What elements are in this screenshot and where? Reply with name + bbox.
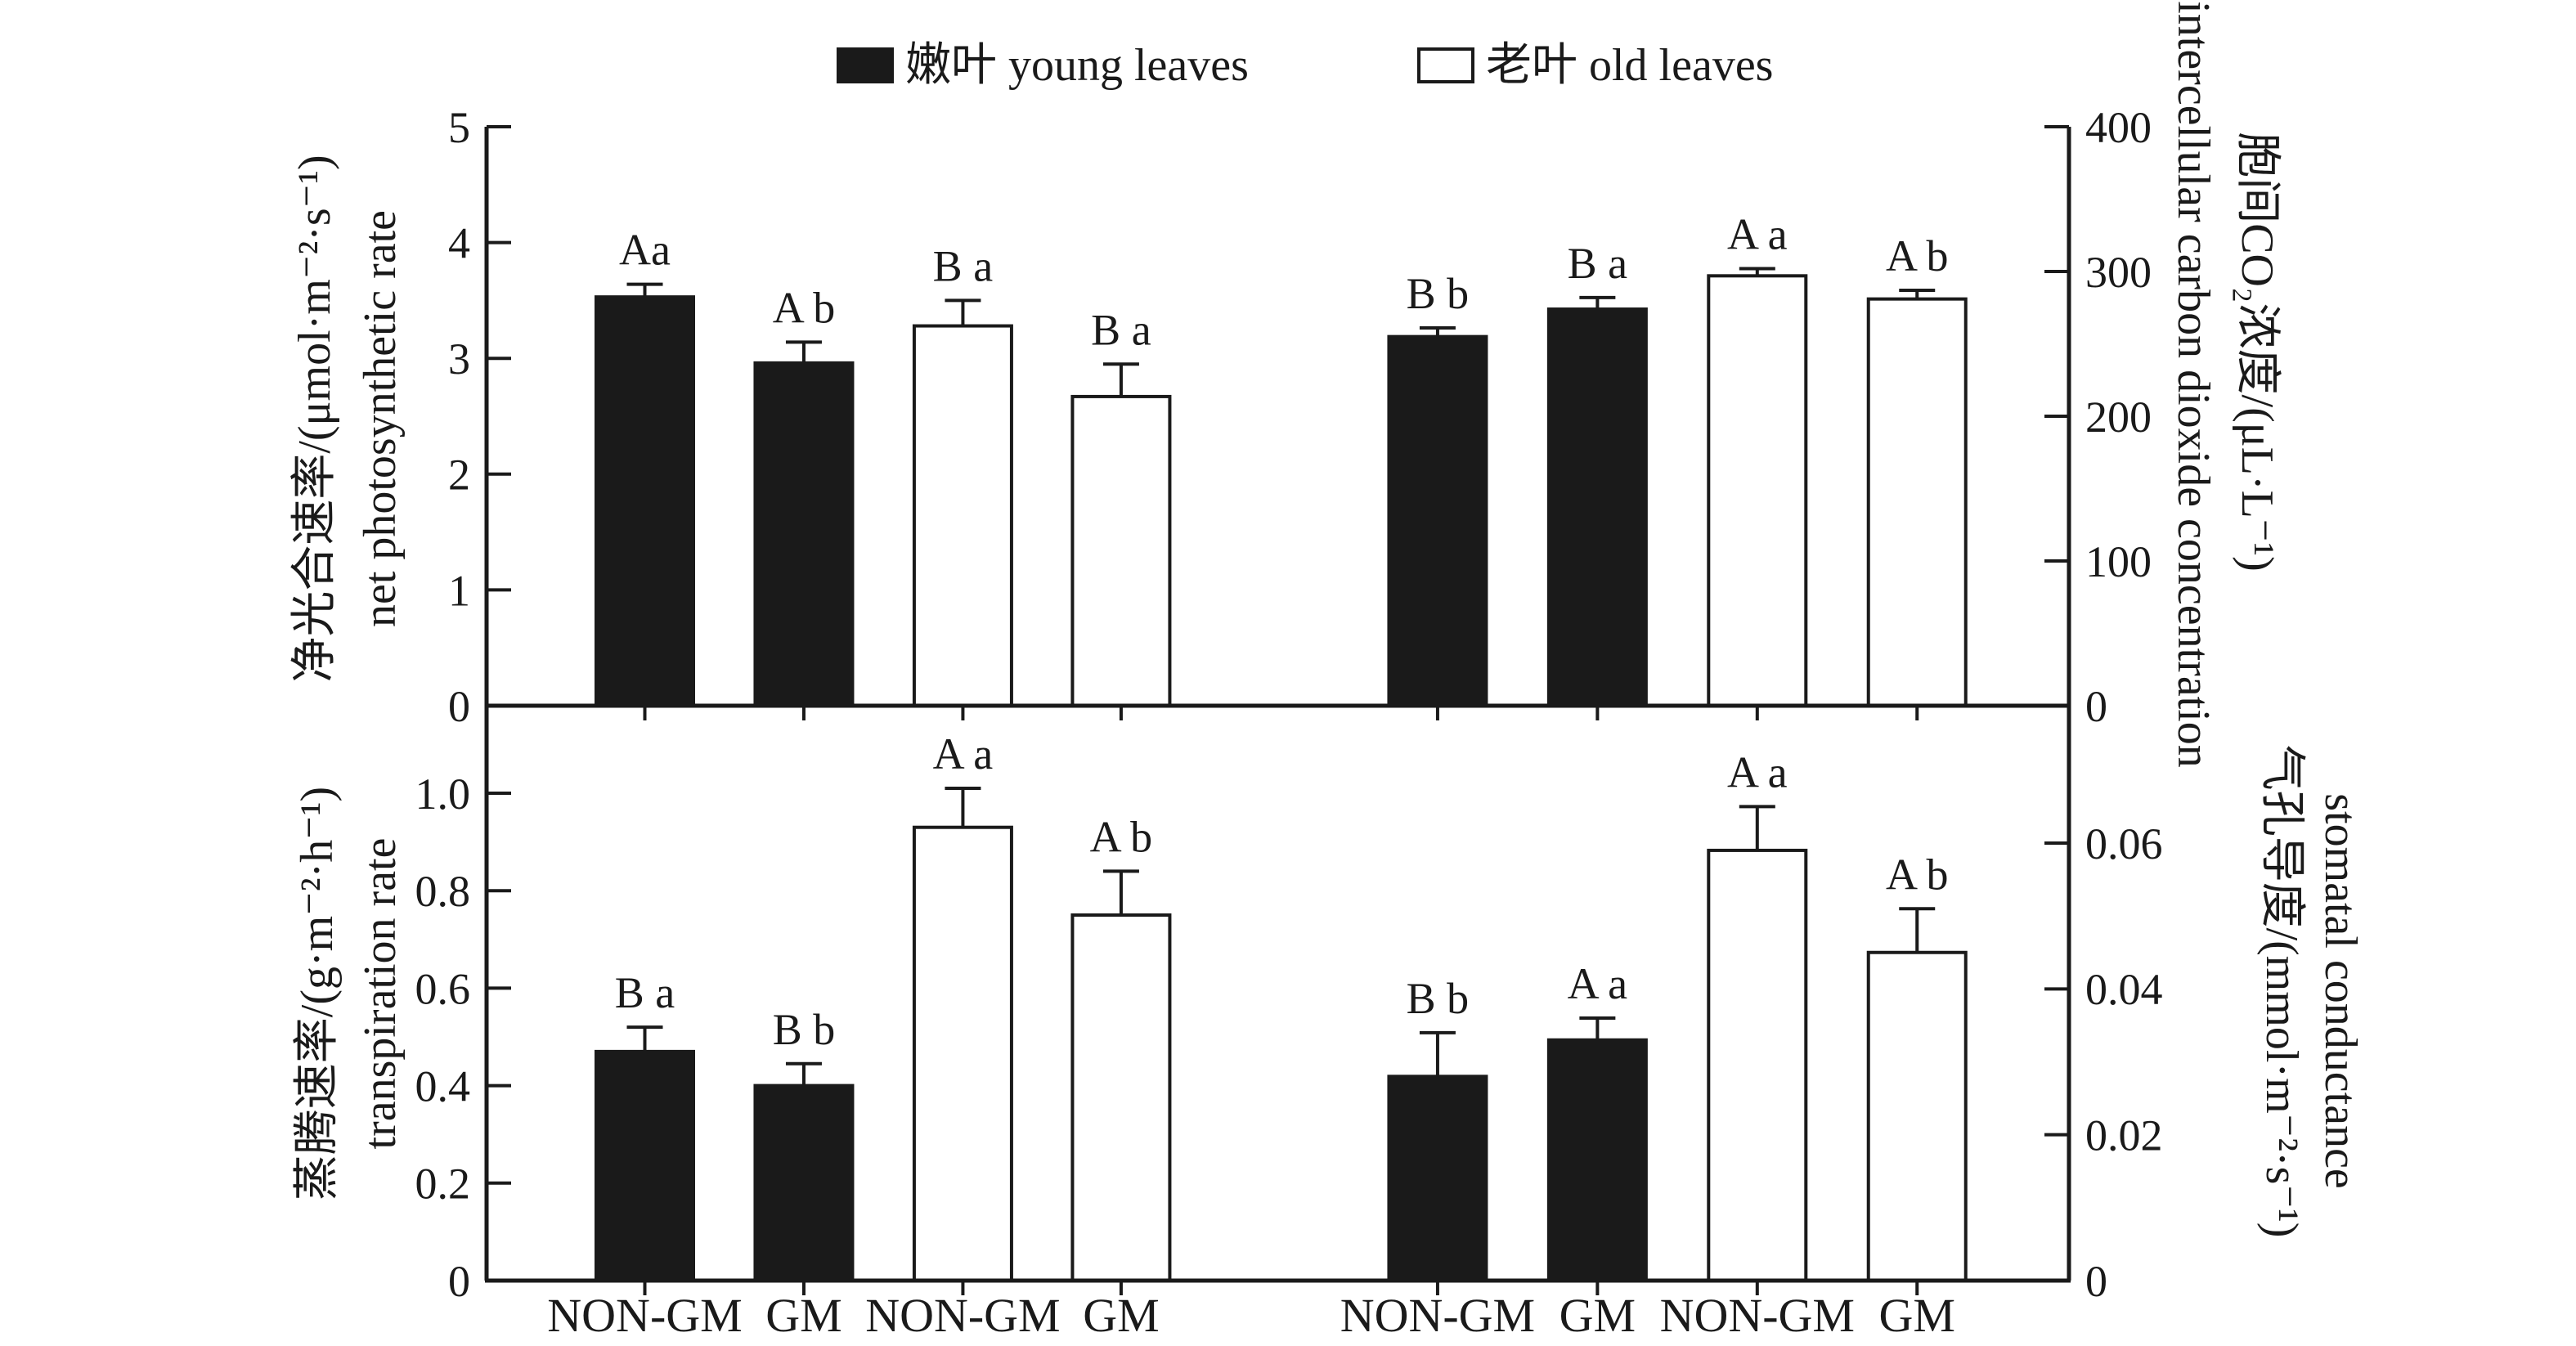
y-tick-label: 0 — [2085, 1257, 2107, 1306]
axis-title-transpiration-rate-zh: 蒸腾速率/(g·m⁻²·h⁻¹) — [292, 786, 343, 1201]
bar-transpiration-rate-gm-3 — [1070, 913, 1172, 1282]
y-tick-label: 2 — [448, 451, 470, 500]
axis-title-net-photosynthetic-rate-en: net photosynthetic rate — [355, 209, 406, 628]
significance-label: B a — [615, 968, 675, 1017]
bar-stomatal-conductance-non-gm-0 — [1387, 1075, 1488, 1283]
significance-label: A b — [773, 283, 836, 332]
young-leaves-swatch-icon — [837, 47, 894, 83]
x-tick-label: GM — [1083, 1289, 1159, 1342]
x-tick-label: GM — [1560, 1289, 1636, 1342]
bar-net-photosynthetic-rate-gm-3 — [1070, 394, 1172, 707]
y-tick-label: 0 — [2085, 682, 2107, 731]
y-tick-label: 0.06 — [2085, 819, 2163, 868]
y-tick-label: 0 — [448, 682, 470, 731]
significance-label: B b — [1407, 974, 1470, 1023]
legend-item-old-leaves: 老叶 old leaves — [1417, 41, 1773, 90]
bar-net-photosynthetic-rate-non-gm-0 — [595, 295, 695, 707]
y-tick-label: 400 — [2085, 103, 2152, 152]
significance-label: B a — [933, 241, 994, 290]
significance-label: B b — [1407, 269, 1470, 318]
y-tick-label: 5 — [448, 103, 470, 152]
y-tick-label: 0 — [448, 1257, 470, 1306]
bar-stomatal-conductance-non-gm-2 — [1707, 848, 1808, 1282]
significance-label: A b — [1886, 850, 1949, 899]
bar-net-photosynthetic-rate-gm-1 — [753, 361, 855, 707]
bar-intercellular-co2-concentration-non-gm-0 — [1387, 334, 1488, 707]
axis-title-net-photosynthetic-rate-zh: 净光合速率/(μmol·m⁻²·s⁻¹) — [289, 155, 340, 683]
significance-label: A a — [1727, 209, 1788, 258]
bar-intercellular-co2-concentration-non-gm-2 — [1707, 274, 1808, 707]
y-tick-label: 1 — [448, 566, 470, 615]
bar-transpiration-rate-gm-1 — [753, 1084, 855, 1282]
significance-label: A a — [933, 729, 994, 778]
axis-title-intercellular-co2-en: intercellular carbon dioxide concentrati… — [2168, 1, 2219, 768]
axis-title-stomatal-conductance-en: stomatal conductance — [2315, 793, 2366, 1189]
y-tick-label: 0.6 — [415, 964, 471, 1013]
y-tick-label: 300 — [2085, 248, 2152, 297]
y-tick-label: 200 — [2085, 393, 2152, 442]
bar-stomatal-conductance-gm-1 — [1546, 1038, 1648, 1282]
significance-label: A b — [1090, 812, 1153, 861]
legend-item-young-leaves: 嫩叶 young leaves — [837, 41, 1249, 90]
bar-intercellular-co2-concentration-gm-3 — [1866, 297, 1968, 707]
significance-label: B a — [1091, 305, 1151, 354]
axis-title-transpiration-rate-en: transpiration rate — [355, 837, 406, 1150]
bar-net-photosynthetic-rate-non-gm-2 — [912, 324, 1013, 707]
significance-label: B a — [1568, 239, 1628, 288]
legend-label-young-leaves: 嫩叶 young leaves — [905, 40, 1249, 91]
bar-intercellular-co2-concentration-gm-1 — [1546, 307, 1648, 707]
x-tick-label: GM — [765, 1289, 841, 1342]
y-tick-label: 1.0 — [415, 769, 471, 819]
x-tick-label: NON-GM — [865, 1289, 1060, 1342]
bar-transpiration-rate-non-gm-0 — [595, 1049, 695, 1282]
significance-label: A a — [1727, 747, 1788, 796]
x-tick-label: NON-GM — [1660, 1289, 1855, 1342]
old-leaves-swatch-icon — [1417, 47, 1474, 83]
x-tick-label: GM — [1879, 1289, 1955, 1342]
significance-label: A b — [1886, 231, 1949, 280]
y-tick-label: 0.2 — [415, 1160, 471, 1209]
axis-title-intercellular-co2-zh: 胞间CO₂浓度/(μL·L⁻¹) — [2232, 132, 2282, 572]
y-tick-label: 0.4 — [415, 1062, 471, 1111]
y-tick-label: 0.8 — [415, 867, 471, 916]
significance-label: A a — [1568, 959, 1628, 1008]
y-tick-label: 3 — [448, 334, 470, 384]
bar-transpiration-rate-non-gm-2 — [912, 825, 1013, 1282]
y-tick-label: 0.04 — [2085, 965, 2163, 1014]
significance-label: B b — [773, 1005, 836, 1054]
y-tick-label: 0.02 — [2085, 1111, 2163, 1160]
x-tick-label: NON-GM — [547, 1289, 742, 1342]
y-tick-label: 4 — [448, 219, 470, 268]
y-tick-label: 100 — [2085, 537, 2152, 586]
legend-label-old-leaves: 老叶 old leaves — [1486, 40, 1774, 91]
axis-title-stomatal-conductance-zh: 气孔导度/(mmol·m⁻²·s⁻¹) — [2256, 744, 2307, 1238]
bar-stomatal-conductance-gm-3 — [1866, 950, 1968, 1282]
significance-label: Aa — [619, 226, 671, 275]
x-tick-label: NON-GM — [1340, 1289, 1535, 1342]
